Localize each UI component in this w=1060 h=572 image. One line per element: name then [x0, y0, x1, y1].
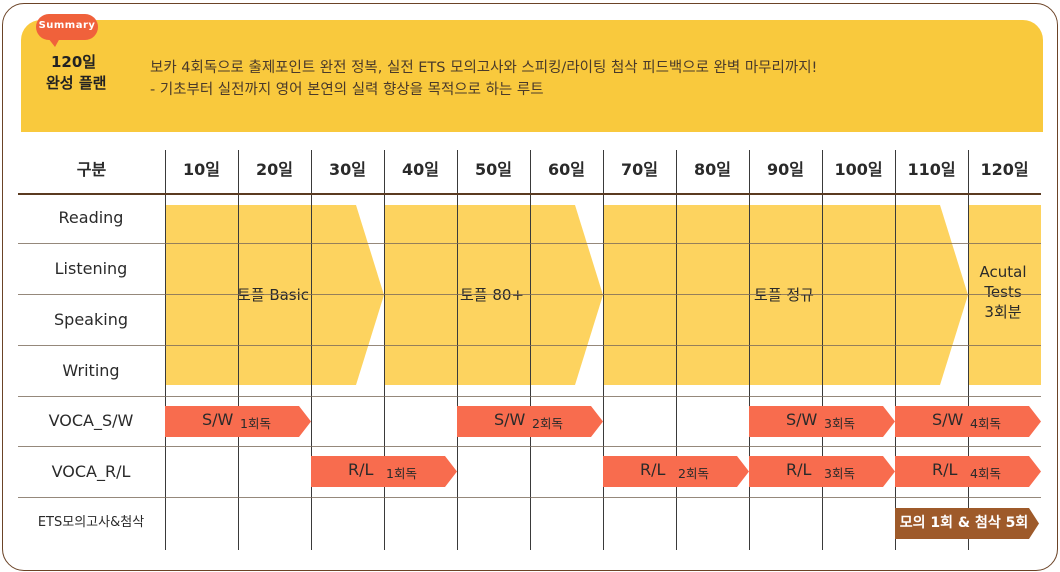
voca-bar — [457, 406, 603, 437]
row-divider — [18, 345, 1041, 346]
grid-column-line — [311, 150, 312, 550]
summary-description: 보카 4회독으로 출제포인트 완전 정복, 실전 ETS 모의고사와 스피킹/라… — [150, 57, 817, 101]
voca-bar-type: S/W — [932, 410, 964, 429]
row-label: Speaking — [54, 310, 128, 329]
day-header: 50일 — [475, 160, 512, 179]
row-divider — [18, 446, 1041, 447]
grid-column-line — [165, 150, 166, 550]
day-header: 110일 — [907, 160, 956, 179]
day-header: 60일 — [548, 160, 585, 179]
row-label: Listening — [54, 259, 128, 278]
row-divider — [18, 396, 1041, 397]
grid-column-line — [968, 150, 969, 550]
band-label-line: Acutal — [979, 263, 1027, 281]
voca-bar-type: R/L — [640, 460, 666, 479]
voca-bar-type: S/W — [202, 410, 234, 429]
day-header: 120일 — [980, 160, 1029, 179]
grid-column-line — [895, 150, 896, 550]
grid-column-line — [384, 150, 385, 550]
voca-bar-type: S/W — [494, 410, 526, 429]
voca-bar — [603, 456, 749, 487]
corner-header: 구분 — [76, 160, 107, 179]
band-label: Acutal Tests 3회분 — [969, 262, 1037, 322]
grid-column-line — [603, 150, 604, 550]
grid-column-line — [238, 150, 239, 550]
voca-bar — [749, 406, 895, 437]
voca-bar — [895, 456, 1041, 487]
band-label-line: Tests — [984, 283, 1022, 301]
day-header: 40일 — [402, 160, 439, 179]
grid-column-line — [676, 150, 677, 550]
grid-column-line — [530, 150, 531, 550]
description-line2: - 기초부터 실전까지 영어 본연의 실력 향상을 목적으로 하는 루트 — [150, 82, 544, 98]
voca-bar — [311, 456, 457, 487]
header-divider — [18, 193, 1041, 195]
band-label: 토플 Basic — [236, 286, 310, 304]
row-divider — [18, 294, 1041, 295]
voca-bar-round: 2회독 — [532, 416, 563, 431]
row-divider — [18, 243, 1041, 244]
plan-title: 120일 완성 플랜 — [46, 52, 126, 94]
study-band — [166, 205, 384, 385]
grid-column-line — [457, 150, 458, 550]
voca-bar-round: 4회독 — [970, 416, 1001, 431]
row-divider — [18, 497, 1041, 498]
mock-test-label: 모의 1회 & 첨삭 5회 — [899, 515, 1029, 531]
study-band — [385, 205, 603, 385]
row-label: Reading — [58, 208, 124, 227]
day-header: 100일 — [834, 160, 883, 179]
voca-bar-round: 4회독 — [970, 466, 1001, 481]
plan-title-line1: 120일 — [51, 53, 97, 71]
voca-bar — [895, 406, 1041, 437]
row-label: ETS모의고사&첨삭 — [37, 515, 145, 530]
voca-bar — [749, 456, 895, 487]
day-header: 80일 — [694, 160, 731, 179]
study-band — [969, 205, 1041, 385]
voca-bar-round: 1회독 — [386, 466, 417, 481]
voca-bar-type: R/L — [932, 460, 958, 479]
study-band — [604, 205, 968, 385]
voca-bar-round: 3회독 — [824, 416, 855, 431]
mock-test-bar — [895, 508, 1039, 539]
voca-bar-type: R/L — [786, 460, 812, 479]
grid-column-line — [749, 150, 750, 550]
band-label: 토플 80+ — [459, 286, 525, 304]
voca-bar — [165, 406, 311, 437]
day-header: 70일 — [621, 160, 658, 179]
voca-bar-type: S/W — [786, 410, 818, 429]
summary-banner — [21, 20, 1043, 132]
voca-bar-round: 2회독 — [678, 466, 709, 481]
voca-bar-type: R/L — [348, 460, 374, 479]
row-label: VOCA_S/W — [48, 411, 134, 430]
description-line1: 보카 4회독으로 출제포인트 완전 정복, 실전 ETS 모의고사와 스피킹/라… — [150, 60, 818, 76]
band-label: 토플 정규 — [754, 286, 814, 304]
voca-bar-round: 3회독 — [824, 466, 855, 481]
row-label: Writing — [62, 361, 120, 380]
day-header: 30일 — [329, 160, 366, 179]
day-header: 10일 — [183, 160, 220, 179]
plan-title-line2: 완성 플랜 — [46, 74, 107, 92]
band-label-line: 3회분 — [984, 303, 1022, 321]
day-header: 20일 — [256, 160, 293, 179]
voca-bar-round: 1회독 — [240, 416, 271, 431]
day-header: 90일 — [767, 160, 804, 179]
row-label: VOCA_R/L — [51, 462, 131, 481]
summary-badge: Summary — [36, 14, 98, 47]
grid-column-line — [822, 150, 823, 550]
